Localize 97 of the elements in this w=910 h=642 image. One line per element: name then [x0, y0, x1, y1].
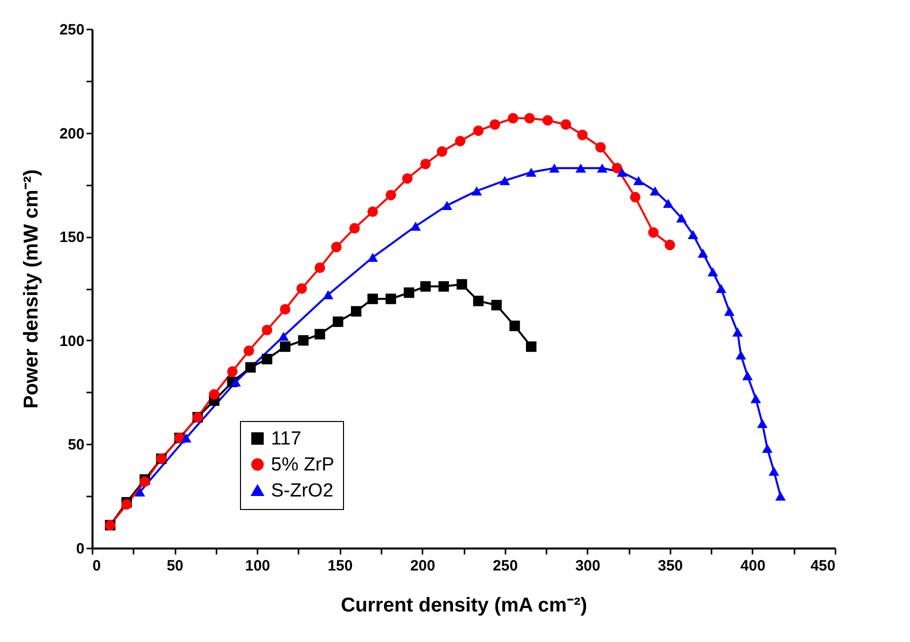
x-tick-label: 0 — [92, 558, 101, 574]
point — [524, 113, 535, 124]
point — [367, 294, 378, 304]
x-tick-label: 50 — [166, 558, 184, 574]
point — [314, 328, 326, 340]
point — [436, 146, 448, 157]
point — [542, 115, 553, 126]
point — [438, 281, 449, 292]
point — [280, 304, 290, 314]
point — [278, 332, 289, 341]
point — [404, 287, 414, 298]
point — [575, 164, 586, 173]
point — [245, 362, 256, 373]
point — [262, 324, 272, 336]
point — [442, 200, 452, 210]
point — [454, 136, 466, 146]
point — [768, 466, 780, 476]
point — [456, 279, 468, 290]
point — [633, 176, 644, 186]
x-tick-label: 250 — [492, 558, 518, 574]
y-tick-label: 50 — [68, 436, 84, 454]
point — [227, 366, 238, 377]
point — [724, 306, 735, 316]
point — [549, 164, 560, 173]
x-tick-label: 200 — [410, 558, 436, 574]
point — [664, 240, 676, 250]
point — [491, 300, 502, 310]
point — [616, 168, 628, 177]
point — [386, 294, 396, 304]
point — [367, 206, 378, 217]
point — [180, 433, 192, 443]
y-axis-title: Power density (mW cm⁻²) — [20, 169, 42, 409]
point — [526, 341, 536, 352]
point — [134, 487, 146, 496]
y-tick-label: 150 — [59, 229, 84, 246]
point — [386, 190, 396, 200]
point — [280, 341, 290, 352]
point — [688, 230, 698, 240]
point — [420, 281, 431, 292]
point — [650, 186, 660, 196]
point — [509, 320, 520, 332]
point — [596, 164, 608, 173]
legend-label: 117 — [271, 428, 302, 450]
point — [577, 130, 588, 140]
point — [473, 296, 484, 306]
point — [775, 492, 786, 501]
point — [367, 252, 378, 262]
point — [298, 335, 309, 346]
point — [560, 119, 572, 130]
point — [630, 192, 640, 202]
point — [314, 262, 326, 273]
x-axis-title: Current density (mA cm⁻²) — [340, 594, 588, 616]
point — [471, 186, 482, 196]
point — [332, 316, 344, 327]
point — [244, 346, 254, 356]
point — [508, 113, 518, 124]
point — [732, 328, 743, 337]
point — [500, 176, 510, 186]
legend-label: S-ZrO2 — [271, 480, 334, 502]
y-tick-label: 100 — [59, 332, 84, 350]
point — [331, 242, 342, 252]
point — [750, 394, 761, 404]
point — [762, 444, 773, 453]
point — [757, 418, 768, 428]
x-tick-label: 300 — [575, 558, 600, 574]
point — [350, 306, 362, 317]
point — [526, 168, 536, 177]
point — [420, 158, 431, 170]
point — [736, 350, 746, 360]
x-tick-label: 350 — [658, 558, 683, 574]
point — [490, 119, 500, 130]
y-tick-label: 0 — [76, 540, 84, 558]
x-tick-label: 450 — [810, 558, 836, 574]
x-tick-label: 100 — [245, 558, 270, 574]
point — [676, 213, 687, 222]
point — [595, 142, 606, 153]
point — [402, 173, 413, 184]
point — [473, 125, 484, 136]
legend-label: 5% ZrP — [271, 454, 334, 476]
point — [230, 377, 241, 386]
point — [262, 354, 272, 364]
y-tick-label: 200 — [59, 125, 84, 142]
point — [698, 248, 708, 258]
point — [612, 162, 622, 174]
x-tick-label: 400 — [740, 558, 766, 574]
point — [662, 198, 674, 208]
x-tick-label: 150 — [328, 558, 353, 574]
point — [716, 284, 726, 294]
point — [742, 371, 753, 380]
point — [410, 222, 421, 231]
y-tick-label: 250 — [59, 22, 84, 38]
point — [349, 223, 360, 234]
point — [648, 227, 659, 238]
point — [296, 283, 307, 294]
point — [322, 290, 334, 300]
point — [708, 267, 718, 276]
point — [208, 389, 220, 400]
